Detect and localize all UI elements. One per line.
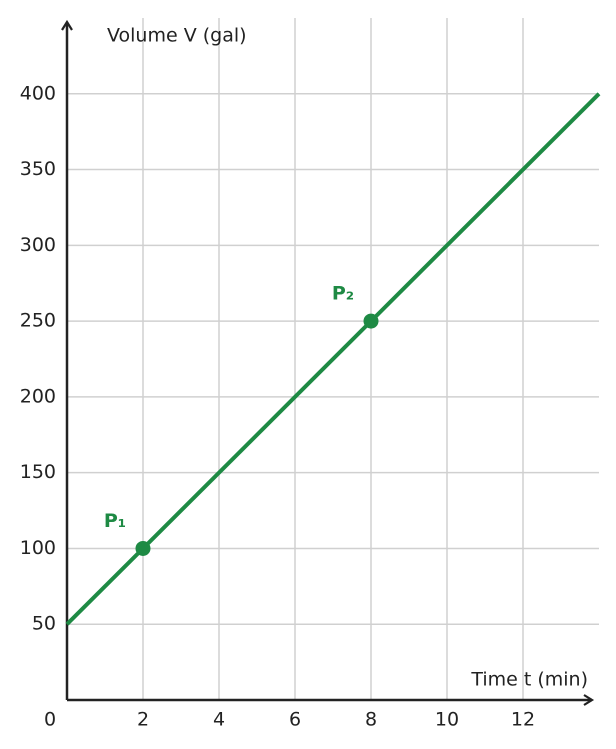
point-label: P₂ [332,283,354,305]
grid [67,18,599,700]
point [363,313,379,329]
x-tick-label: 8 [365,709,377,731]
x-tick-label: 0 [44,709,56,731]
y-tick-label: 400 [20,82,56,104]
x-tick-label: 6 [289,709,301,731]
y-tick-label: 300 [20,234,56,256]
line [65,92,601,626]
y-axis-label: Volume V (gal) [107,25,247,47]
x-tick-label: 10 [435,709,459,731]
x-tick-label: 2 [137,709,149,731]
x-tick-label: 12 [511,709,535,731]
point-label: P₁ [104,510,126,532]
y-tick-label: 150 [20,461,56,483]
y-tick-label: 250 [20,310,56,332]
point [135,540,151,556]
y-tick-label: 50 [32,613,56,635]
x-tick-label: 4 [213,709,225,731]
y-tick-label: 100 [20,537,56,559]
y-tick-label: 350 [20,158,56,180]
y-tick-label: 200 [20,385,56,407]
x-axis-label: Time t (min) [470,669,588,691]
